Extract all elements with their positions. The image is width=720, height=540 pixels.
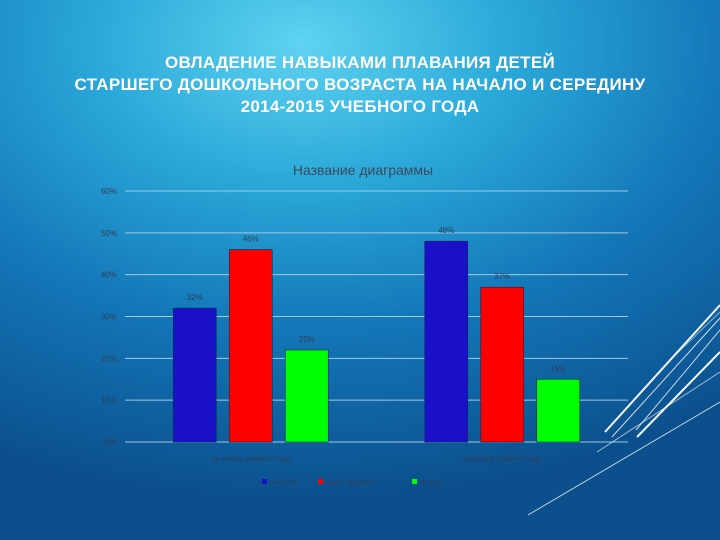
data-label: 32%	[187, 293, 203, 302]
chart-bars: 32% 46% 22% 48% 37% 15%	[172, 226, 581, 443]
slide-title-line-3: 2014-2015 учебного года	[240, 97, 480, 116]
legend-swatch	[318, 479, 323, 484]
slide-title-line-2: старшего дошкольного возраста на начало …	[74, 75, 646, 94]
legend-label: высокий	[270, 479, 297, 487]
bar	[284, 349, 329, 443]
bar	[172, 307, 217, 443]
y-tick-label: 10%	[101, 396, 117, 405]
data-label: 22%	[299, 335, 315, 344]
data-label: 48%	[438, 226, 454, 235]
chart-x-axis: на начало учебного года середина учебного…	[211, 455, 541, 463]
slide-title-line-1: Овладение навыками плавания детей	[164, 53, 555, 72]
x-tick-label: середина учебного года	[463, 455, 541, 463]
bar	[228, 249, 273, 443]
legend-swatch	[412, 479, 417, 484]
bar	[424, 240, 469, 443]
y-tick-label: 30%	[101, 313, 117, 322]
y-tick-label: 50%	[101, 229, 117, 238]
data-label: 46%	[243, 235, 259, 244]
y-tick-label: 0%	[105, 438, 117, 447]
chart-legend: высокий выше среднего низкий	[262, 479, 442, 487]
bar	[536, 378, 581, 443]
y-tick-label: 60%	[101, 187, 117, 196]
data-label: 15%	[550, 364, 566, 373]
legend-label: низкий	[420, 479, 442, 487]
y-tick-label: 20%	[101, 354, 117, 363]
y-tick-label: 40%	[101, 271, 117, 280]
chart-title: Название диаграммы	[293, 162, 433, 178]
x-tick-label: на начало учебного года	[211, 455, 291, 463]
legend-swatch	[262, 479, 267, 484]
legend-label: выше среднего	[326, 480, 376, 487]
chart-y-axis: 0% 10% 20% 30% 40% 50% 60%	[101, 187, 117, 447]
data-label: 37%	[494, 272, 510, 281]
slide-title: Овладение навыками плавания детей старше…	[20, 52, 700, 118]
bar	[480, 286, 525, 443]
